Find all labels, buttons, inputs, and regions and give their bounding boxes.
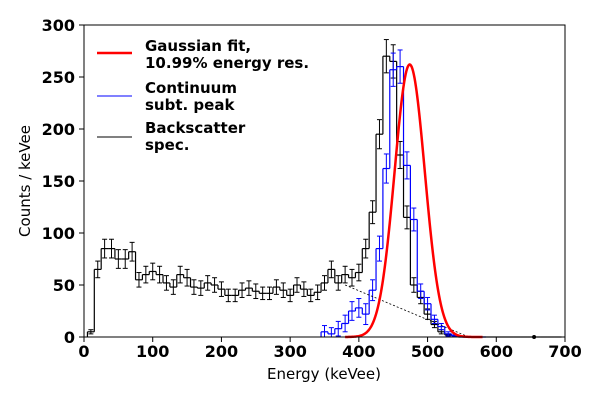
gaussian-fit-curve — [345, 63, 483, 339]
legend-label-line2: spec. — [145, 136, 189, 154]
x-tick-label: 600 — [480, 342, 513, 361]
x-tick-label: 400 — [342, 342, 375, 361]
x-tick-label: 100 — [136, 342, 169, 361]
legend: Gaussian fit,10.99% energy res. Continuum… — [97, 37, 309, 154]
legend-label-line1: Backscatter — [145, 119, 246, 137]
legend-label-line1: Gaussian fit, — [145, 37, 251, 55]
x-axis-ticks: 0 100 200 300 400 500 600 700 — [78, 337, 582, 361]
y-tick-label: 150 — [42, 172, 75, 191]
gaussian-fit-series — [345, 63, 483, 339]
x-tick-label: 300 — [273, 342, 306, 361]
y-axis-ticks: 0 50 100 150 200 250 300 — [42, 16, 84, 347]
x-tick-label: 0 — [78, 342, 89, 361]
y-tick-label: 300 — [42, 16, 75, 35]
y-tick-label: 250 — [42, 68, 75, 87]
x-tick-label: 200 — [205, 342, 238, 361]
x-axis-label: Energy (keVee) — [267, 365, 381, 383]
y-axis-label: Counts / keVee — [16, 125, 34, 237]
x-tick-label: 500 — [411, 342, 444, 361]
legend-label-line1: Continuum — [145, 79, 237, 97]
y-tick-label: 100 — [42, 224, 75, 243]
x-tick-label: 700 — [548, 342, 581, 361]
y-tick-label: 50 — [53, 276, 75, 295]
plot-area — [83, 24, 566, 339]
y-tick-label: 0 — [64, 328, 75, 347]
legend-label-line2: subt. peak — [145, 96, 235, 114]
legend-label-line2: 10.99% energy res. — [145, 54, 309, 72]
y-tick-label: 200 — [42, 120, 75, 139]
